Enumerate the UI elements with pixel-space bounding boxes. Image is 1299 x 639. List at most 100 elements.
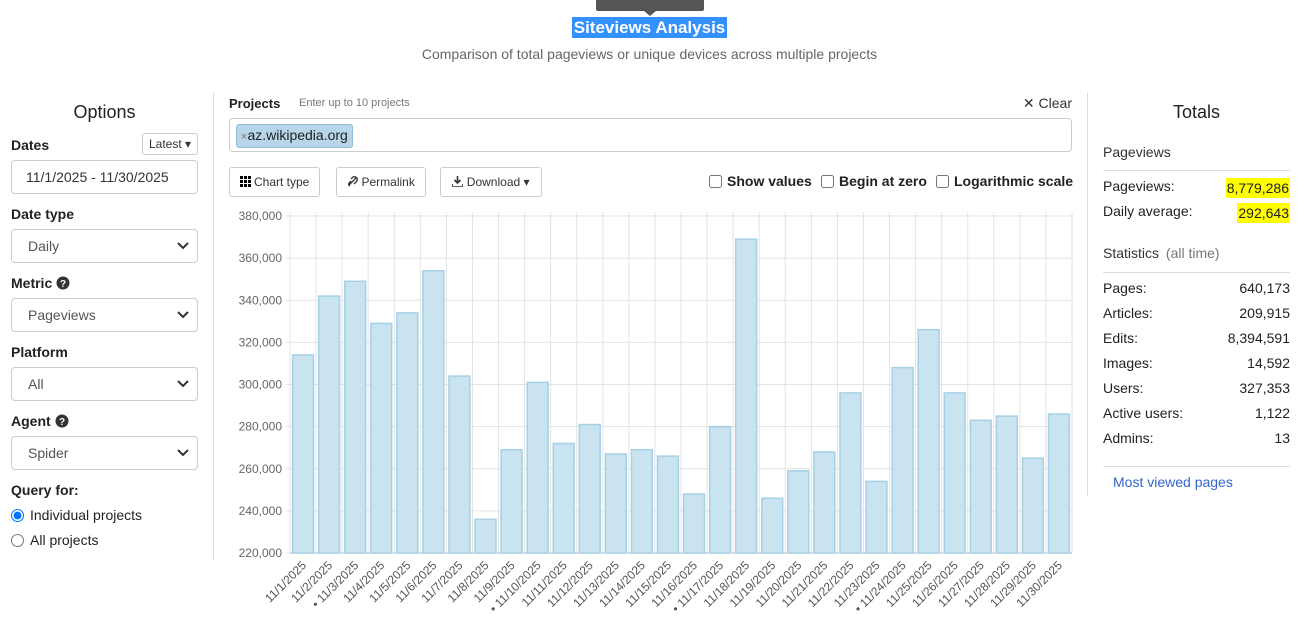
bar xyxy=(995,415,1019,554)
svg-text:?: ? xyxy=(60,279,66,290)
show-values[interactable]: Show values xyxy=(709,173,812,189)
chevron xyxy=(177,242,189,250)
bar xyxy=(787,470,810,554)
chart-type-button[interactable]: Chart type xyxy=(229,167,320,197)
radio-input[interactable] xyxy=(11,533,24,547)
metric-text: Metric xyxy=(11,275,53,291)
stat-label: Active users: xyxy=(1103,405,1184,421)
stat-value: 327,353 xyxy=(1239,380,1290,396)
pageviews-heading: Pageviews xyxy=(1103,144,1171,160)
permalink-button[interactable]: Permalink xyxy=(336,167,426,197)
bar xyxy=(578,423,601,554)
total-row: Daily average: 292,643 xyxy=(1103,203,1290,223)
stat-row: Pages: 640,173 xyxy=(1103,280,1290,296)
separator xyxy=(1087,93,1088,496)
bar xyxy=(317,295,341,554)
y-tick-label: 260,000 xyxy=(239,462,283,476)
agent-value: Spider xyxy=(28,445,69,461)
stat-row: Articles: 209,915 xyxy=(1103,305,1290,321)
projects-label: Projects xyxy=(229,96,281,111)
stat-row: Active users: 1,122 xyxy=(1103,405,1290,421)
dates-label: Dates xyxy=(11,137,50,153)
latest-button[interactable]: Latest ▾ xyxy=(142,133,198,155)
date-type-label: Date type xyxy=(11,206,75,222)
projects-input[interactable] xyxy=(229,118,1072,152)
radio-input[interactable] xyxy=(11,508,24,522)
stat-label: Edits: xyxy=(1103,330,1139,346)
dates-input[interactable]: 11/1/2025 - 11/30/2025 xyxy=(11,160,198,194)
divider xyxy=(1103,170,1290,171)
bar xyxy=(422,270,445,554)
options-heading: Options xyxy=(73,102,136,122)
query-label: Query for: xyxy=(11,482,79,498)
project-tag[interactable]: ×az.wikipedia.org xyxy=(236,124,353,148)
stat-value: 209,915 xyxy=(1239,305,1290,321)
agent-text: Agent xyxy=(11,413,51,429)
tooltip-tail xyxy=(596,0,704,16)
chevron xyxy=(177,380,189,388)
totals-heading: Totals xyxy=(1172,102,1221,122)
metric-select[interactable]: Pageviews xyxy=(11,298,198,332)
platform-select[interactable]: All xyxy=(11,367,198,401)
bar xyxy=(343,280,367,554)
stat-value: 8,394,591 xyxy=(1227,330,1290,346)
bar xyxy=(917,328,940,554)
radio-text: All projects xyxy=(30,532,99,548)
bar xyxy=(291,354,315,554)
date-type-value: Daily xyxy=(28,238,60,254)
checkbox[interactable] xyxy=(709,174,722,188)
row-value: 8,779,286 xyxy=(1225,178,1290,198)
latest-text: Latest xyxy=(148,137,182,151)
stat-label: Admins: xyxy=(1103,430,1154,446)
clear-text: Clear xyxy=(1038,95,1072,111)
subtitle: Comparison of total pageviews or unique … xyxy=(421,46,878,62)
stat-value: 1,122 xyxy=(1254,405,1290,421)
bar xyxy=(500,449,523,554)
bar xyxy=(761,497,784,554)
y-tick-label: 320,000 xyxy=(239,335,283,349)
begin-at-zero[interactable]: Begin at zero xyxy=(821,173,927,189)
y-tick-label: 240,000 xyxy=(239,504,283,518)
bar xyxy=(526,381,549,554)
projects-hint: Enter up to 10 projects xyxy=(299,97,410,109)
help-icon[interactable]: ? xyxy=(55,414,69,428)
download-button[interactable]: Download ▾ xyxy=(440,167,542,197)
agent-label: Agent ? xyxy=(11,413,69,429)
bar xyxy=(630,449,654,554)
checkbox[interactable] xyxy=(821,174,834,188)
bar xyxy=(708,425,732,554)
radio-all[interactable]: All projects xyxy=(11,532,98,548)
bar xyxy=(474,518,497,554)
agent-select[interactable]: Spider xyxy=(11,436,198,470)
metric-value: Pageviews xyxy=(28,307,96,323)
y-tick-label: 280,000 xyxy=(239,420,283,434)
y-tick-label: 360,000 xyxy=(239,251,283,265)
bar xyxy=(1021,457,1045,554)
help-icon[interactable]: ? xyxy=(56,276,70,290)
stat-row: Images: 14,592 xyxy=(1103,355,1290,371)
show-values-text: Show values xyxy=(727,173,812,189)
begin-at-zero-text: Begin at zero xyxy=(839,173,927,189)
clear-button[interactable]: ✕ Clear xyxy=(1022,95,1072,111)
log-scale-text: Logarithmic scale xyxy=(954,173,1074,189)
bar xyxy=(552,442,575,554)
y-tick-label: 300,000 xyxy=(239,378,283,392)
bar xyxy=(656,455,680,554)
divider xyxy=(1103,466,1290,467)
date-type-select[interactable]: Daily xyxy=(11,229,198,263)
metric-label: Metric ? xyxy=(11,275,70,291)
checkbox[interactable] xyxy=(936,174,949,188)
bar xyxy=(839,392,862,554)
platform-label: Platform xyxy=(11,344,68,360)
stat-row: Users: 327,353 xyxy=(1103,380,1290,396)
title-wrap: Siteviews Analysis xyxy=(0,17,1299,38)
stat-label: Pages: xyxy=(1103,280,1147,296)
bar xyxy=(396,312,419,554)
radio-individual[interactable]: Individual projects xyxy=(11,507,142,523)
most-viewed-link[interactable]: Most viewed pages xyxy=(1113,474,1233,490)
log-scale[interactable]: Logarithmic scale xyxy=(936,173,1073,189)
page-title: Siteviews Analysis xyxy=(571,17,728,38)
stat-label: Articles: xyxy=(1103,305,1153,321)
